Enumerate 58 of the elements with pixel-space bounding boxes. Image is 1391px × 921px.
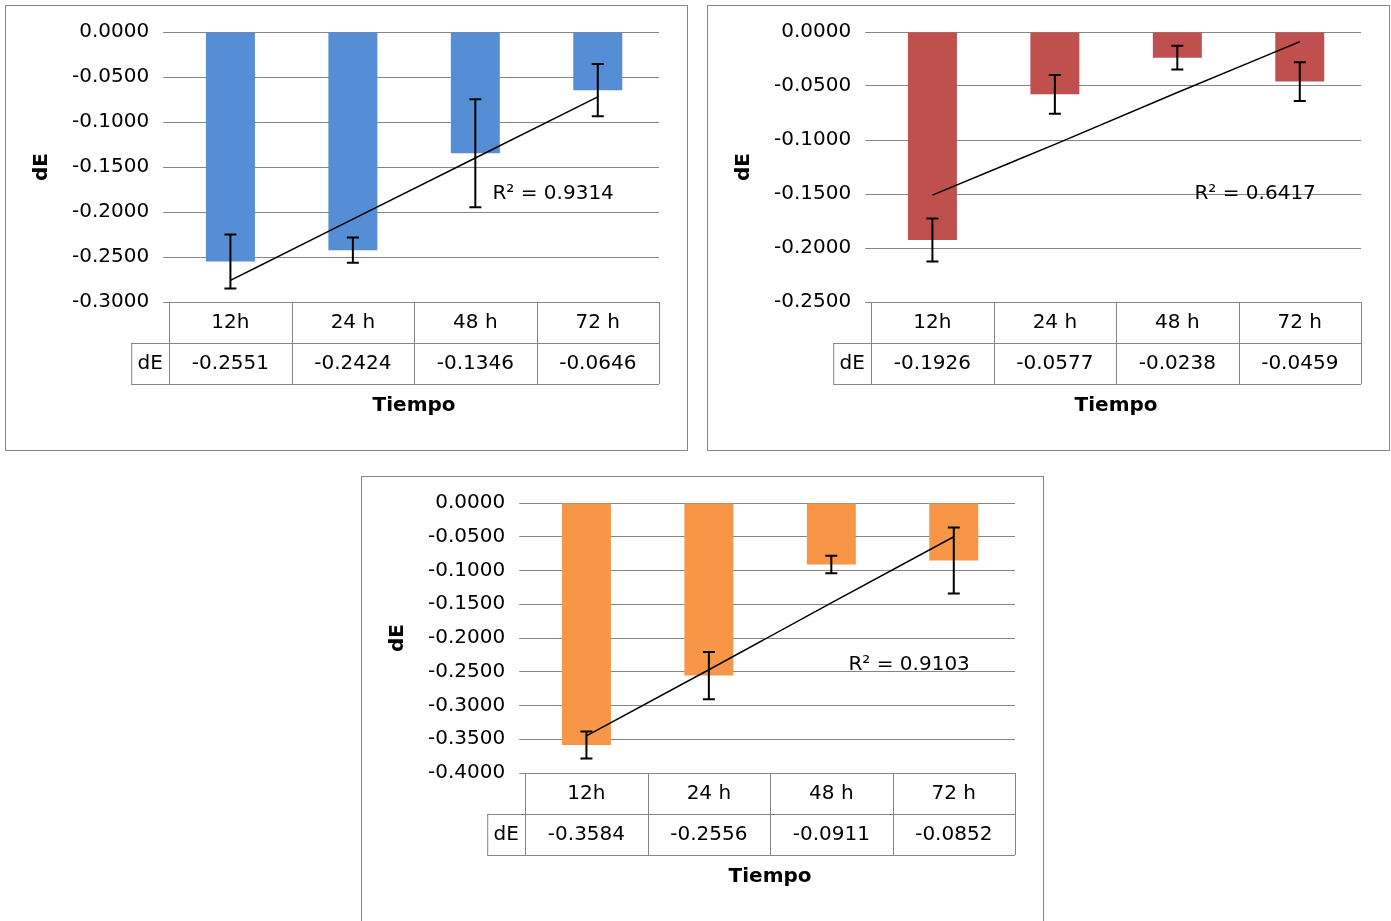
y-tick-label: -0.0500	[71, 63, 150, 88]
annotation: R² = 0.6417	[1194, 180, 1316, 205]
annotation: R² = 0.9103	[848, 651, 970, 676]
y-tick-label: -0.3000	[71, 288, 150, 313]
x-tick-label: 48 h	[809, 779, 854, 804]
y-tick-label: 0.0000	[435, 489, 506, 514]
x-tick-label: 72 h	[1277, 308, 1323, 333]
x-tick-label: 48 h	[453, 308, 498, 333]
y-axis-title: dE	[28, 153, 53, 181]
y-tick-label: -0.1500	[773, 180, 852, 205]
text: dE	[493, 820, 519, 845]
y-tick-label: -0.2000	[71, 198, 150, 223]
data-label: -0.0646	[559, 349, 637, 374]
x-tick-label: 12h	[211, 308, 250, 333]
x-tick-label: 24 h	[1032, 308, 1078, 333]
x-tick-label: 72 h	[575, 308, 621, 333]
x-tick-label: 24 h	[330, 308, 376, 333]
data-label: -0.2424	[314, 349, 392, 374]
y-tick-label: -0.1000	[773, 126, 852, 151]
x-tick-label: 12h	[567, 779, 606, 804]
y-tick-label: -0.2000	[427, 624, 506, 649]
y-tick-label: -0.1500	[71, 153, 150, 178]
annotation: R² = 0.9314	[492, 180, 614, 205]
y-tick-label: -0.2500	[773, 288, 852, 313]
y-tick-label: -0.0500	[427, 522, 506, 547]
y-tick-label: 0.0000	[781, 18, 852, 43]
data-label: -0.2556	[670, 820, 748, 845]
y-axis-title: dE	[384, 624, 409, 652]
y-tick-label: -0.4000	[427, 759, 506, 784]
x-tick-label: 24 h	[686, 779, 732, 804]
data-label: -0.2551	[191, 349, 270, 374]
y-tick-label: -0.2500	[427, 657, 506, 682]
data-label: -0.0459	[1261, 349, 1339, 374]
data-label: -0.1926	[893, 349, 972, 374]
data-label: -0.0577	[1016, 349, 1094, 374]
y-tick-label: -0.0500	[773, 72, 852, 97]
data-label: -0.3584	[547, 820, 626, 845]
y-tick-label: -0.2500	[71, 243, 150, 268]
y-tick-label: -0.2000	[773, 234, 852, 259]
data-label: -0.0238	[1138, 349, 1216, 374]
x-tick-label: 12h	[913, 308, 952, 333]
x-axis-title: Tiempo	[728, 863, 812, 888]
x-axis-title: Tiempo	[372, 392, 456, 417]
y-tick-label: 0.0000	[79, 18, 150, 43]
y-tick-label: -0.1500	[427, 590, 506, 615]
x-axis-title: Tiempo	[1074, 392, 1158, 417]
data-label: -0.0911	[792, 820, 870, 845]
data-label: -0.1346	[436, 349, 514, 374]
data-label: -0.0852	[915, 820, 993, 845]
x-tick-label: 72 h	[931, 779, 977, 804]
text: dE	[839, 349, 865, 374]
y-tick-label: -0.3500	[427, 725, 506, 750]
y-tick-label: -0.1000	[427, 556, 506, 581]
y-tick-label: -0.1000	[71, 108, 150, 133]
y-tick-label: -0.3000	[427, 691, 506, 716]
y-axis-title: dE	[730, 153, 755, 181]
x-tick-label: 48 h	[1155, 308, 1200, 333]
text: dE	[137, 349, 163, 374]
